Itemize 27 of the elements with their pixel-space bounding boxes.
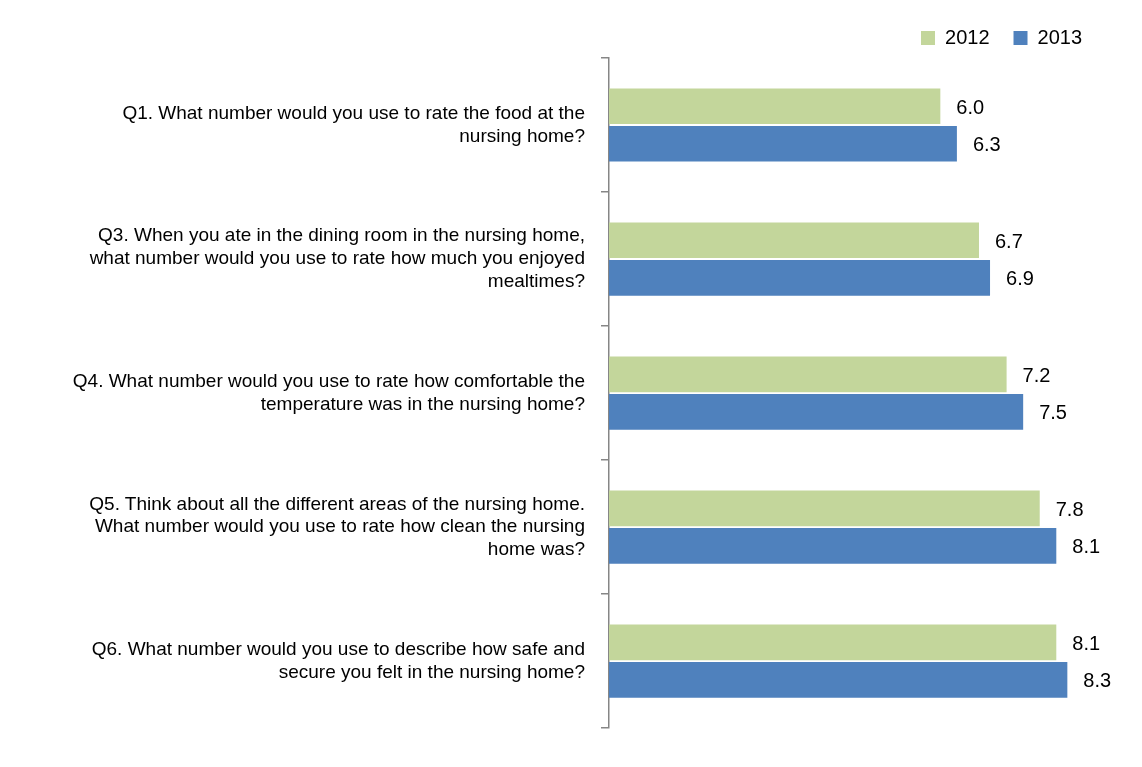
bar xyxy=(609,394,1024,430)
bar xyxy=(609,356,1007,393)
bar xyxy=(609,528,1057,564)
bar xyxy=(609,624,1057,661)
data-label: 7.2 xyxy=(1022,363,1051,386)
data-label: 8.3 xyxy=(1083,669,1112,692)
y-tick-label: Q4. What number would you use to rate how comfortable the temperature was in the nursing home? xyxy=(72,369,585,414)
data-label: 6.7 xyxy=(994,229,1023,252)
data-label: 7.8 xyxy=(1055,497,1084,520)
data-label: 8.1 xyxy=(1072,631,1101,654)
y-tick-label: Q1. What number would you use to rate the food at the nursing home? xyxy=(122,101,585,146)
data-label: 6.3 xyxy=(972,133,1001,156)
data-label: 8.1 xyxy=(1072,535,1101,558)
data-label: 6.9 xyxy=(1006,267,1034,290)
bar xyxy=(609,125,957,162)
legend-label: 2012 xyxy=(945,25,990,48)
y-tick-label: Q6. What number would you use to describe how safe and secure you felt in the nursing home? xyxy=(91,638,585,682)
y-tick-label: Q3. When you ate in the dining room in the nursing home, what number would you use to rate how much you enjoyed mealtimes? xyxy=(88,224,585,292)
y-tick-label: Q5. Think about all the different areas of the nursing home. What number would you use to rate how clean the nursing home was? xyxy=(89,492,585,560)
bar xyxy=(609,260,991,296)
bar xyxy=(609,222,979,259)
data-label: 6.0 xyxy=(956,95,985,118)
bar xyxy=(609,88,941,125)
legend-label: 2013 xyxy=(1037,25,1083,48)
bar xyxy=(609,662,1068,698)
data-label: 7.5 xyxy=(1039,401,1067,424)
bar xyxy=(609,490,1040,527)
